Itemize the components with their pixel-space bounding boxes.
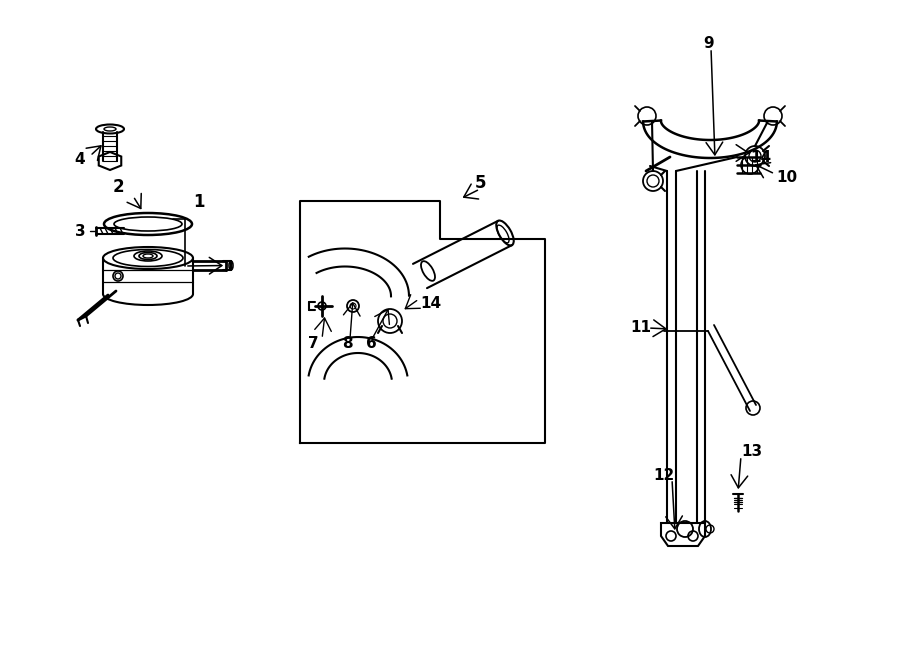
- Text: 14: 14: [750, 151, 771, 165]
- Text: 1: 1: [193, 193, 204, 211]
- Text: 4: 4: [75, 151, 86, 167]
- Circle shape: [764, 107, 782, 125]
- Text: 3: 3: [75, 223, 86, 239]
- Text: 10: 10: [776, 171, 797, 186]
- Ellipse shape: [96, 124, 124, 134]
- Circle shape: [638, 107, 656, 125]
- Circle shape: [643, 171, 663, 191]
- Text: 7: 7: [308, 336, 319, 350]
- Text: 12: 12: [653, 469, 674, 483]
- Text: 2: 2: [112, 178, 124, 196]
- Text: 6: 6: [366, 336, 377, 350]
- Circle shape: [745, 146, 765, 166]
- Text: 9: 9: [704, 36, 715, 50]
- Circle shape: [113, 271, 123, 281]
- Text: 13: 13: [741, 444, 762, 459]
- Text: 14: 14: [420, 295, 441, 311]
- Text: 11: 11: [630, 321, 651, 336]
- Circle shape: [378, 309, 402, 333]
- Text: 5: 5: [474, 174, 486, 192]
- Text: 8: 8: [342, 336, 353, 350]
